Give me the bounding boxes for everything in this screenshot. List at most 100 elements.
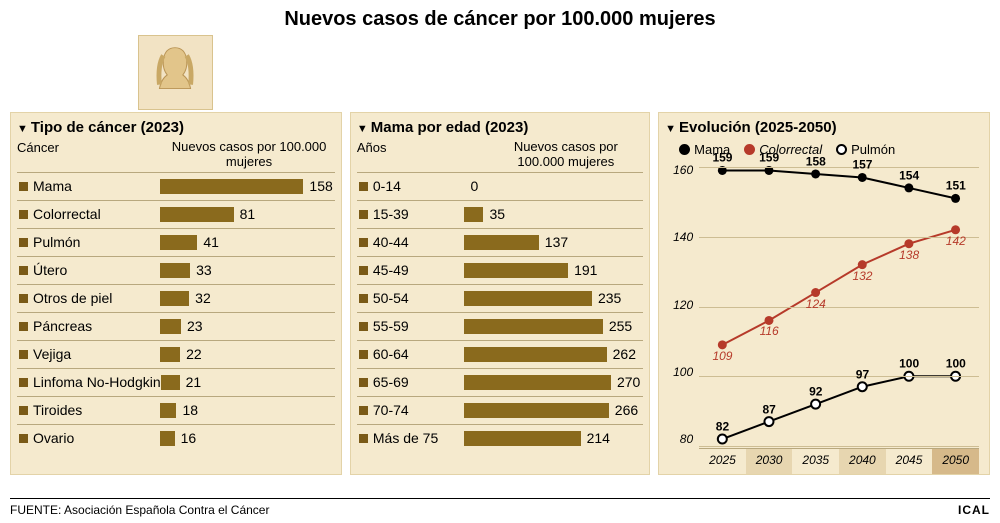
row-bar-wrap: 158 — [160, 178, 335, 194]
row-label: Tiroides — [33, 402, 160, 418]
data-label: 109 — [712, 349, 732, 363]
row-bullet-icon — [19, 350, 28, 359]
table-row: Vejiga22 — [17, 340, 335, 368]
footer: FUENTE: Asociación Española Contra el Cá… — [10, 498, 990, 517]
row-bullet-icon — [19, 210, 28, 219]
panel-edad: Mama por edad (2023) Años Nuevos casos p… — [350, 112, 650, 475]
row-label: 45-49 — [373, 262, 465, 278]
row-bar — [160, 291, 189, 306]
row-bar-wrap: 255 — [464, 318, 643, 334]
gridline — [699, 376, 979, 377]
row-label: 40-44 — [373, 234, 465, 250]
row-bullet-icon — [359, 322, 368, 331]
row-bar-wrap: 266 — [464, 402, 643, 418]
row-label: Vejiga — [33, 346, 160, 362]
gridline — [699, 237, 979, 238]
panel-edad-rows: 0-14015-393540-4413745-4919150-5423555-5… — [357, 172, 643, 470]
y-tick: 140 — [665, 230, 693, 244]
row-label: Otros de piel — [33, 290, 160, 306]
data-label: 124 — [806, 297, 826, 311]
row-bar — [464, 431, 580, 446]
row-label: Mama — [33, 178, 160, 194]
footer-credit: ICAL — [958, 503, 990, 517]
data-label: 159 — [712, 151, 732, 165]
col-header-value: Nuevos casos por 100.000 mujeres — [489, 140, 644, 170]
x-tick: 2025 — [699, 448, 746, 474]
row-bar — [160, 431, 175, 446]
row-value: 255 — [609, 318, 632, 334]
data-label: 158 — [806, 154, 826, 168]
row-value: 16 — [181, 430, 197, 446]
legend-marker-icon — [679, 144, 690, 155]
row-bar — [160, 403, 176, 418]
row-bar-wrap: 191 — [464, 262, 643, 278]
row-bullet-icon — [19, 378, 28, 387]
row-value: 235 — [598, 290, 621, 306]
row-label: Ovario — [33, 430, 160, 446]
row-label: Más de 75 — [373, 430, 465, 446]
row-value: 266 — [615, 402, 638, 418]
panel-edad-header: Años Nuevos casos por 100.000 mujeres — [357, 140, 643, 170]
table-row: 45-49191 — [357, 256, 643, 284]
row-bar — [464, 403, 608, 418]
legend-label: Pulmón — [851, 142, 895, 157]
x-tick: 2040 — [839, 448, 886, 474]
data-label: 82 — [716, 419, 729, 433]
row-bar-wrap: 235 — [464, 290, 643, 306]
row-bar — [160, 319, 181, 334]
row-label: Útero — [33, 262, 160, 278]
row-bar-wrap: 22 — [160, 346, 335, 362]
panel-tipo: Tipo de cáncer (2023) Cáncer Nuevos caso… — [10, 112, 342, 475]
row-bar-wrap: 18 — [160, 402, 335, 418]
row-label: Colorrectal — [33, 206, 160, 222]
data-label: 92 — [809, 385, 822, 399]
table-row: Mama 158 — [17, 172, 335, 200]
table-row: Útero33 — [17, 256, 335, 284]
row-bullet-icon — [359, 434, 368, 443]
row-bar — [464, 235, 538, 250]
row-bar-wrap: 214 — [464, 430, 643, 446]
table-row: 50-54235 — [357, 284, 643, 312]
data-label: 157 — [852, 158, 872, 172]
row-bullet-icon — [19, 406, 28, 415]
panel-evolucion: Evolución (2025-2050) MamaColorrectalPul… — [658, 112, 990, 475]
y-tick: 120 — [665, 298, 693, 312]
row-value: 41 — [203, 234, 219, 250]
data-label: 116 — [760, 325, 779, 339]
row-value: 158 — [309, 178, 332, 194]
row-value: 81 — [240, 206, 256, 222]
row-bar-wrap: 262 — [464, 346, 643, 362]
row-label: Linfoma No-Hodgkin — [33, 374, 161, 390]
legend-item: Pulmón — [836, 142, 895, 157]
panel-tipo-header: Cáncer Nuevos casos por 100.000 mujeres — [17, 140, 335, 170]
plot-area: 1591591581571541511091161241321381428287… — [699, 167, 979, 446]
row-bar — [160, 263, 190, 278]
data-label: 100 — [899, 357, 919, 371]
gridline — [699, 307, 979, 308]
row-bullet-icon — [19, 182, 28, 191]
table-row: Colorrectal 81 — [17, 200, 335, 228]
row-bullet-icon — [19, 322, 28, 331]
table-row: Pulmón 41 — [17, 228, 335, 256]
data-label: 151 — [946, 179, 966, 193]
row-bullet-icon — [359, 210, 368, 219]
gridline — [699, 446, 979, 447]
data-label: 142 — [946, 234, 966, 248]
row-bar — [464, 207, 483, 222]
table-row: Tiroides18 — [17, 396, 335, 424]
data-label: 138 — [899, 248, 919, 262]
row-bullet-icon — [359, 406, 368, 415]
data-label: 154 — [899, 168, 919, 182]
row-bullet-icon — [19, 434, 28, 443]
chart-area: 16014012010080 1591591581571541511091161… — [665, 163, 983, 474]
table-row: Otros de piel32 — [17, 284, 335, 312]
row-label: Pulmón — [33, 234, 160, 250]
row-label: 70-74 — [373, 402, 465, 418]
data-label: 87 — [762, 402, 775, 416]
x-tick: 2045 — [886, 448, 933, 474]
table-row: 60-64262 — [357, 340, 643, 368]
row-bar — [160, 207, 233, 222]
table-row: 15-3935 — [357, 200, 643, 228]
row-value: 21 — [186, 374, 202, 390]
row-label: 15-39 — [373, 206, 465, 222]
